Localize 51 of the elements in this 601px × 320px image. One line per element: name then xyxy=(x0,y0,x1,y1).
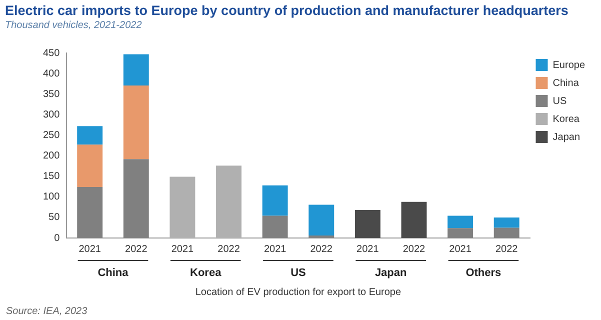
bar xyxy=(401,202,427,238)
y-tick-label: 100 xyxy=(42,192,60,203)
y-tick-label: 50 xyxy=(48,212,60,224)
legend-label: Korea xyxy=(552,114,580,125)
x-tick-label: 2022 xyxy=(218,244,240,255)
y-tick-label: 300 xyxy=(42,109,60,120)
chart-title: Electric car imports to Europe by country of production and manufacturer headquarters xyxy=(4,2,570,19)
y-tick-label: 0 xyxy=(54,232,60,244)
x-tick-label: 2022 xyxy=(495,244,518,255)
bar xyxy=(123,54,149,86)
bar xyxy=(77,144,103,188)
legend-label: Japan xyxy=(552,132,580,143)
bar xyxy=(494,228,520,238)
chart-subtitle: Thousand vehicles, 2021-2022 xyxy=(4,19,143,33)
bar xyxy=(494,217,520,228)
x-axis-title: Location of EV production for export to Europe xyxy=(195,286,402,298)
bar xyxy=(262,185,288,216)
bar xyxy=(308,204,334,236)
bar xyxy=(77,187,103,238)
x-tick-label: 2022 xyxy=(125,244,148,255)
legend-label: US xyxy=(552,96,567,107)
y-tick-label: 450 xyxy=(42,48,60,59)
bar xyxy=(354,210,380,238)
x-tick-label: 2021 xyxy=(264,244,287,255)
text: US xyxy=(290,267,306,280)
y-tick-label: 350 xyxy=(42,88,60,100)
bar xyxy=(448,228,474,238)
text: Others xyxy=(466,267,502,280)
y-tick-label: 250 xyxy=(42,130,60,141)
x-tick-label: 2022 xyxy=(310,244,333,255)
y-tick-label: 200 xyxy=(42,150,60,162)
legend-label: China xyxy=(552,78,580,89)
bar xyxy=(262,216,288,238)
x-tick-label: 2021 xyxy=(356,244,380,255)
x-tick-label: 2021 xyxy=(78,244,102,255)
bar xyxy=(448,216,474,228)
bar xyxy=(170,176,196,238)
legend-label: Europe xyxy=(552,60,586,71)
bar xyxy=(123,85,149,160)
source-note: Source: IEA, 2023 xyxy=(6,306,88,317)
x-tick-label: 2021 xyxy=(171,244,194,255)
y-tick-label: 150 xyxy=(42,171,60,182)
text: Korea xyxy=(190,267,222,280)
text: China xyxy=(98,267,130,280)
x-tick-label: 2022 xyxy=(402,244,426,255)
y-tick-label: 400 xyxy=(42,68,60,80)
bar xyxy=(216,166,242,238)
text: Japan xyxy=(374,267,408,280)
x-tick-label: 2021 xyxy=(449,244,472,255)
bar xyxy=(123,159,149,238)
bar xyxy=(77,126,103,145)
